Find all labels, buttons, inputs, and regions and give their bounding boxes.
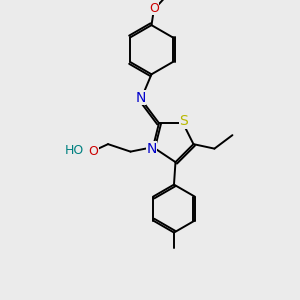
Text: N: N: [135, 91, 146, 105]
Text: S: S: [179, 114, 188, 128]
Text: HO: HO: [65, 144, 84, 157]
Text: O: O: [88, 145, 98, 158]
Text: N: N: [146, 142, 157, 156]
Text: O: O: [149, 2, 159, 15]
